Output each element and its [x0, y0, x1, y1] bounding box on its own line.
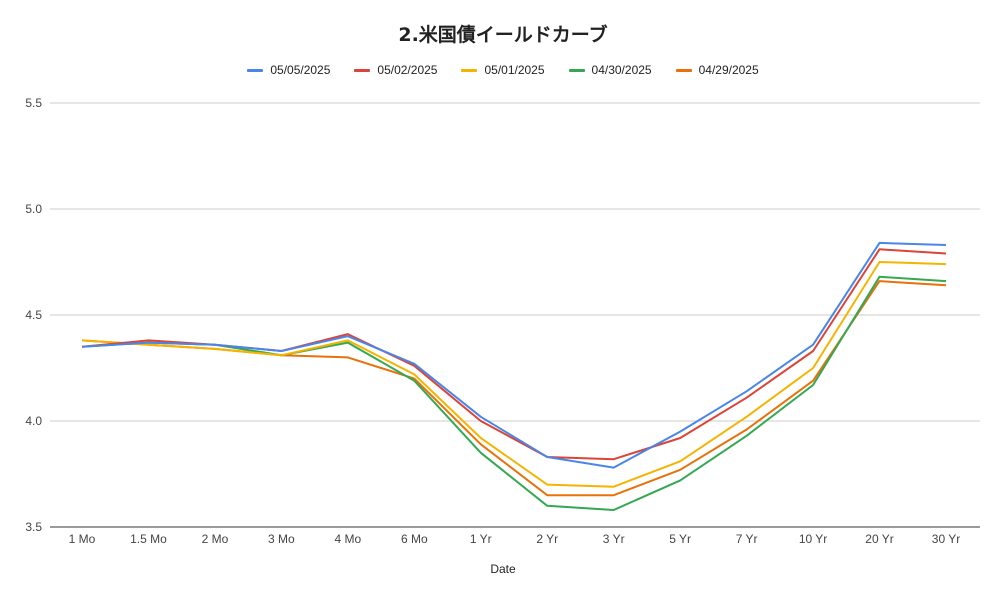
x-tick-label: 10 Yr [799, 532, 827, 546]
legend-swatch-icon [675, 68, 692, 72]
x-tick-label: 7 Yr [736, 532, 758, 546]
y-tick-label: 3.5 [25, 520, 42, 534]
legend-item[interactable]: 04/30/2025 [568, 63, 652, 77]
legend-label: 04/29/2025 [698, 63, 759, 77]
legend-label: 05/05/2025 [270, 63, 331, 77]
series-line [81, 280, 947, 497]
x-tick-label: 1 Yr [470, 532, 492, 546]
y-tick-label: 5.0 [25, 202, 42, 216]
x-tick-label: 1 Mo [69, 532, 96, 546]
legend-label: 05/01/2025 [484, 63, 545, 77]
legend-label: 04/30/2025 [591, 63, 652, 77]
x-tick-label: 3 Mo [268, 532, 295, 546]
x-tick-label: 2 Mo [202, 532, 229, 546]
legend-swatch-icon [354, 68, 371, 72]
legend-label: 05/02/2025 [377, 63, 438, 77]
legend-item[interactable]: 05/02/2025 [354, 63, 437, 77]
x-tick-label: 4 Mo [335, 532, 362, 546]
x-tick-label: 1.5 Mo [130, 532, 167, 546]
x-axis-title: Date [490, 562, 516, 576]
series-line [81, 275, 947, 511]
legend-item[interactable]: 05/05/2025 [247, 63, 330, 77]
y-tick-label: 4.0 [25, 414, 42, 428]
x-tick-label: 2 Yr [536, 532, 558, 546]
legend-item[interactable]: 04/29/2025 [675, 63, 759, 77]
series-line [81, 241, 947, 469]
series-line [81, 261, 947, 488]
x-tick-label: 6 Mo [401, 532, 428, 546]
legend: 05/05/2025 05/02/2025 05/01/2025 04/30/2… [0, 63, 1006, 77]
legend-swatch-icon [247, 68, 264, 72]
legend-swatch-icon [461, 68, 478, 72]
chart-title: 2.米国債イールドカーブ [398, 24, 608, 46]
x-tick-label: 5 Yr [669, 532, 691, 546]
x-tick-label: 3 Yr [603, 532, 625, 546]
legend-item[interactable]: 05/01/2025 [461, 63, 545, 77]
y-tick-label: 4.5 [25, 308, 42, 322]
x-tick-label: 30 Yr [932, 532, 960, 546]
y-tick-label: 5.5 [25, 96, 42, 110]
series-line [81, 248, 947, 461]
legend-swatch-icon [568, 68, 585, 72]
x-tick-label: 20 Yr [865, 532, 893, 546]
